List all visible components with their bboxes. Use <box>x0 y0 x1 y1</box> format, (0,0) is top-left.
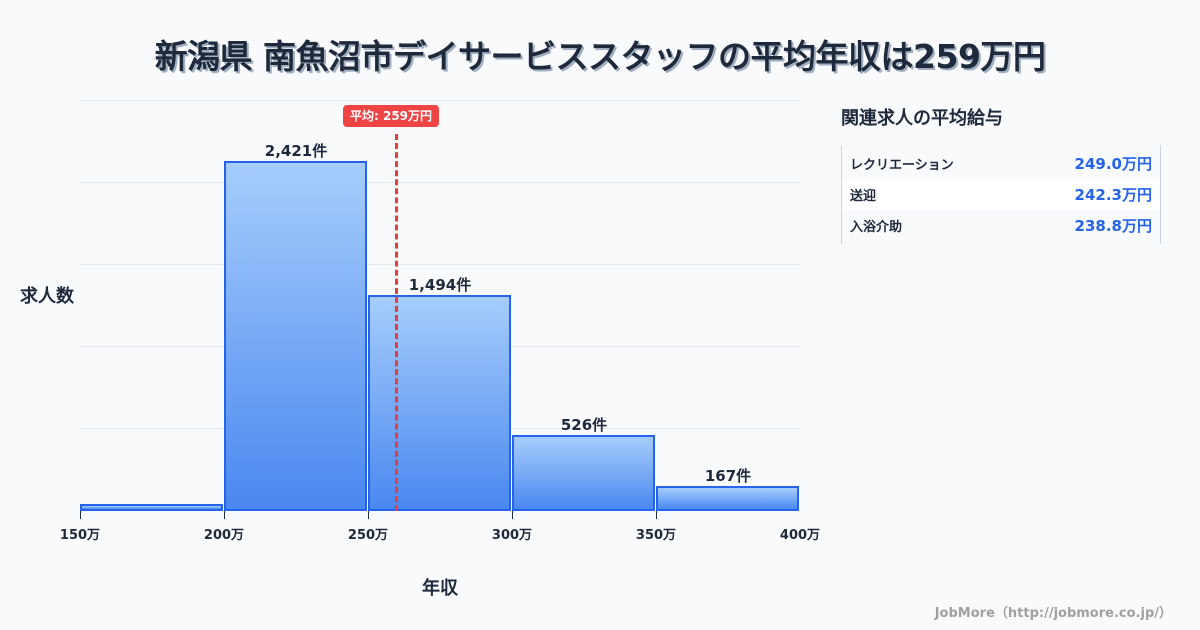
related-job-name: 入浴介助 <box>850 220 903 235</box>
related-job-name: 送迎 <box>850 189 877 204</box>
mean-line <box>395 134 398 511</box>
page-title: 新潟県 南魚沼市デイサービススタッフの平均年収は259万円 <box>154 37 1046 76</box>
x-tick <box>512 511 513 519</box>
histogram-bar-350-400[interactable] <box>656 486 799 511</box>
related-job-salary: 238.8万円 <box>1074 217 1152 235</box>
related-salary-table: レクリエーション 249.0万円 送迎 242.3万円 入浴介助 238.8万円 <box>841 145 1161 244</box>
x-tick-label: 350万 <box>635 528 677 543</box>
x-tick-label: 250万 <box>347 528 389 543</box>
related-salary-title: 関連求人の平均給与 <box>841 108 1003 129</box>
x-tick <box>80 511 81 519</box>
related-row: レクリエーション 249.0万円 <box>842 148 1160 179</box>
related-job-name: レクリエーション <box>850 158 954 173</box>
histogram-bar-250-300[interactable] <box>368 295 511 511</box>
x-tick-label: 200万 <box>203 528 245 543</box>
x-tick-label: 150万 <box>59 528 101 543</box>
x-tick-label: 300万 <box>491 528 533 543</box>
mean-badge: 平均: 259万円 <box>343 105 440 127</box>
bar-value-label: 1,494件 <box>408 276 472 294</box>
x-axis-label: 年収 <box>422 578 458 599</box>
gridline <box>80 264 800 265</box>
histogram-bar-150-200[interactable] <box>80 504 223 511</box>
footer-credit: JobMore（http://jobmore.co.jp/） <box>934 606 1172 621</box>
y-axis-label: 求人数 <box>20 286 74 307</box>
chart-plot-area: 2,421件 1,494件 526件 167件 <box>80 100 800 511</box>
related-row: 送迎 242.3万円 <box>842 179 1160 210</box>
x-tick <box>368 511 369 519</box>
related-job-salary: 249.0万円 <box>1074 155 1152 173</box>
related-row: 入浴介助 238.8万円 <box>842 210 1160 241</box>
related-job-salary: 242.3万円 <box>1074 186 1152 204</box>
gridline <box>80 100 800 101</box>
bar-value-label: 526件 <box>560 416 608 434</box>
histogram-bar-300-350[interactable] <box>512 435 655 511</box>
x-tick-label: 400万 <box>779 528 821 543</box>
bar-value-label: 2,421件 <box>264 142 328 160</box>
x-tick <box>656 511 657 519</box>
gridline <box>80 182 800 183</box>
histogram-bar-200-250[interactable] <box>224 161 367 511</box>
bar-value-label: 167件 <box>704 467 752 485</box>
x-tick <box>224 511 225 519</box>
